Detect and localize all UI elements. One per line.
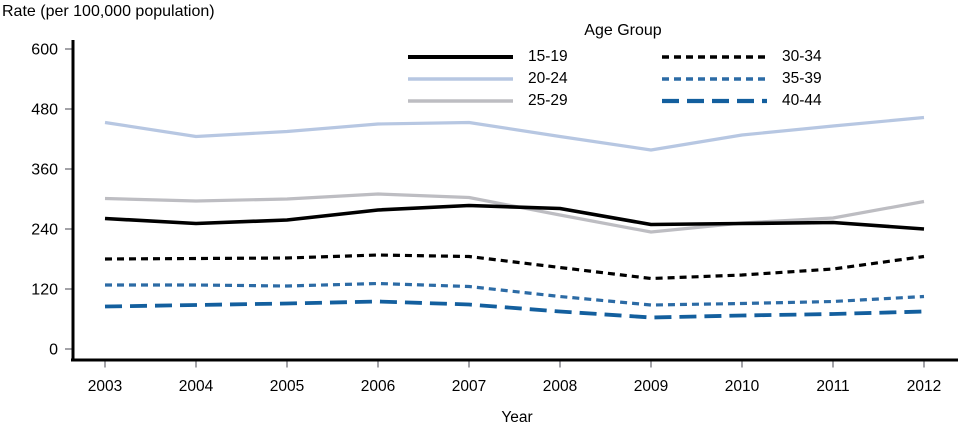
series-line-15-19 (104, 203, 925, 231)
x-tick-label: 2006 (361, 378, 395, 395)
legend-swatch-30-34-line-icon (662, 55, 767, 59)
legend-item-20-24: 20-24 (408, 68, 662, 90)
legend-item-30-34: 30-34 (662, 46, 838, 68)
x-tick-label: 2008 (543, 378, 577, 395)
legend-label: 25-29 (528, 92, 568, 109)
y-tick-label: 0 (49, 342, 58, 359)
y-tick-label: 120 (31, 282, 58, 299)
legend: Age Group 15-19 20-24 25-29 (408, 22, 838, 112)
x-axis-title: Year (501, 409, 533, 426)
y-tick-label: 480 (31, 102, 58, 119)
legend-label: 35-39 (782, 70, 822, 87)
series-line-40-44 (104, 299, 925, 320)
legend-item-25-29: 25-29 (408, 90, 662, 112)
legend-title: Age Group (584, 22, 662, 39)
legend-item-15-19: 15-19 (408, 46, 662, 68)
series-line-20-24 (104, 115, 925, 152)
legend-item-40-44: 40-44 (662, 90, 838, 112)
legend-label: 15-19 (528, 48, 568, 65)
legend-swatch-25-29-line-icon (408, 99, 513, 103)
legend-label: 30-34 (782, 48, 822, 65)
x-tick-label: 2004 (179, 378, 214, 395)
series-line-25-29 (104, 192, 925, 234)
chart-title: Rate (per 100,000 population) (2, 3, 215, 20)
x-tick-label: 2007 (452, 378, 486, 395)
legend-swatch-15-19-line-icon (408, 55, 513, 59)
x-tick-label: 2005 (270, 378, 304, 395)
x-tick-label: 2011 (816, 378, 849, 395)
x-tick-label: 2003 (88, 378, 122, 395)
y-tick-label: 240 (31, 222, 58, 239)
y-tick-label: 600 (31, 42, 58, 59)
legend-swatch-35-39-line-icon (662, 77, 767, 81)
x-tick-label: 2010 (725, 378, 760, 395)
legend-swatch-20-24-line-icon (408, 77, 513, 81)
y-tick-label: 360 (31, 162, 58, 179)
legend-label: 20-24 (528, 70, 568, 87)
legend-item-35-39: 35-39 (662, 68, 838, 90)
series-line-30-34 (104, 253, 925, 281)
series-line-35-39 (105, 281, 925, 307)
legend-label: 40-44 (782, 92, 822, 109)
x-tick-label: 2012 (907, 378, 941, 395)
legend-swatch-40-44-line-icon (662, 98, 767, 104)
x-tick-label: 2009 (634, 378, 668, 395)
